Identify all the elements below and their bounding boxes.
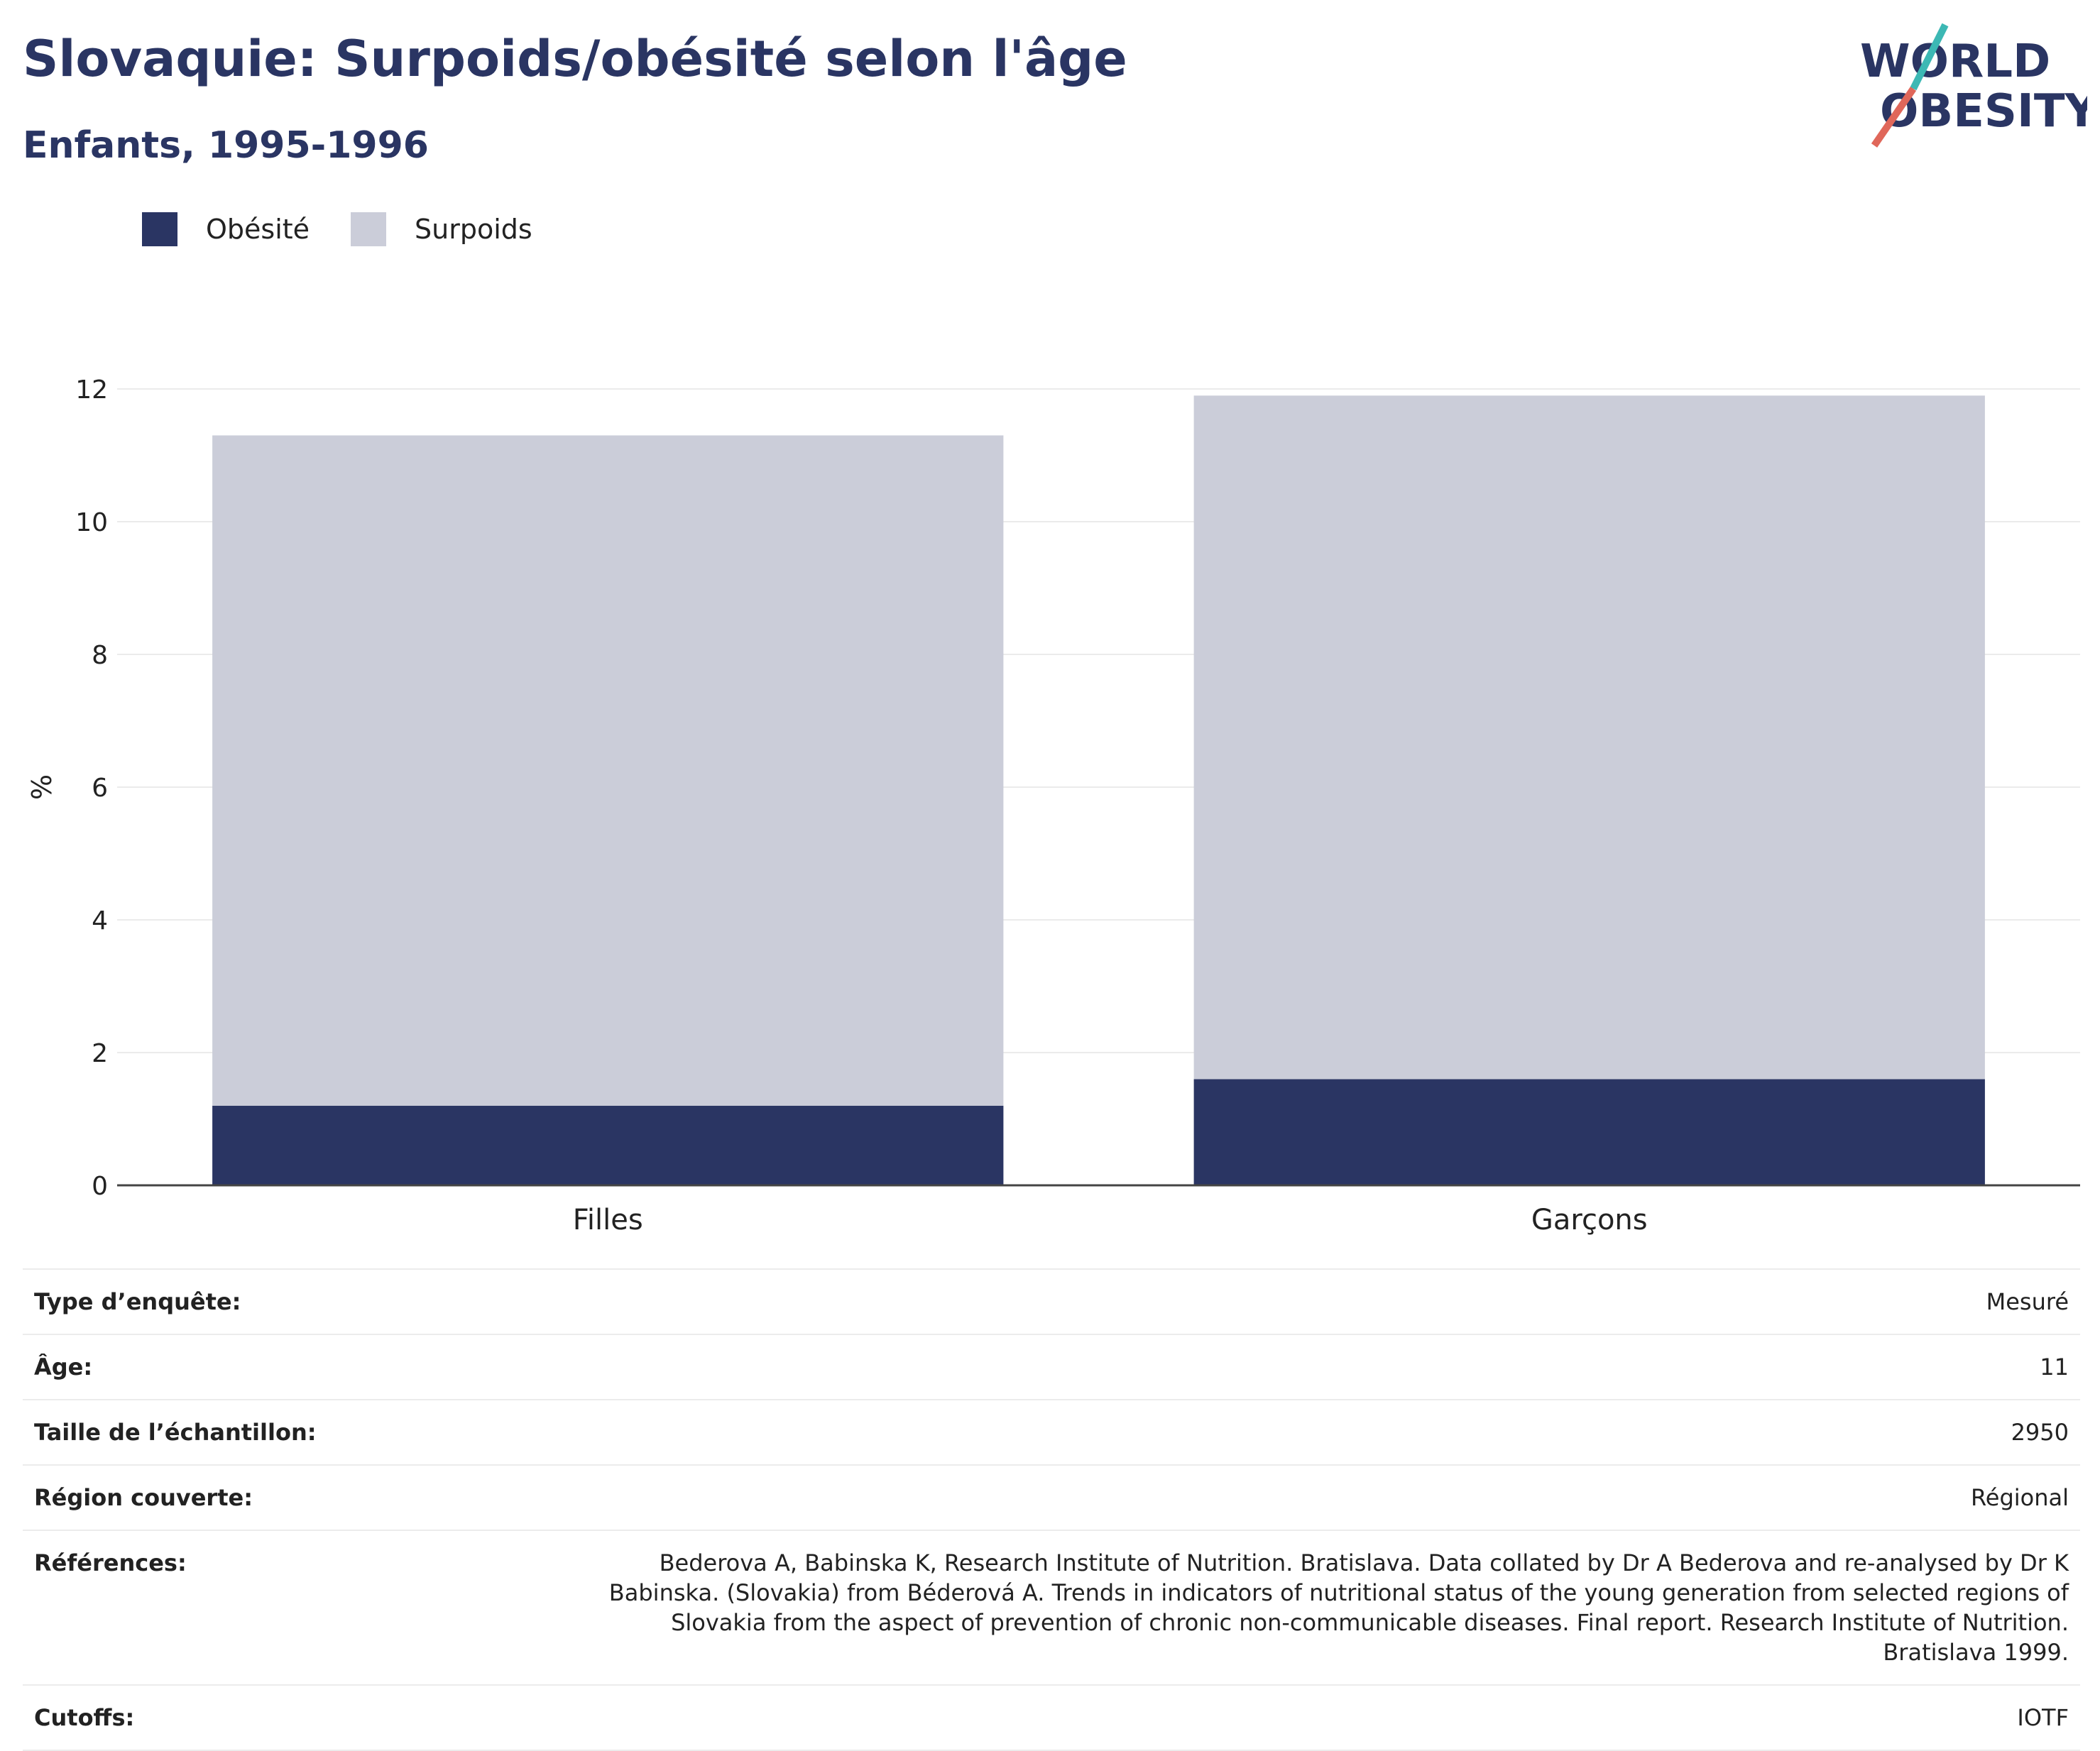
bar-surpoids-garcons — [1193, 395, 1985, 1080]
meta-value: IOTF — [557, 1684, 2080, 1751]
y-tick-label: 2 — [92, 1039, 108, 1068]
legend-swatch-obesite — [142, 212, 177, 246]
legend-label-surpoids: Surpoids — [415, 214, 532, 245]
meta-value: Bederova A, Babinska K, Research Institu… — [557, 1530, 2080, 1686]
meta-value: 2950 — [557, 1399, 2080, 1466]
logo-accent-teal — [1910, 23, 1949, 91]
meta-value: 11 — [557, 1334, 2080, 1400]
x-tick-label: Filles — [573, 1204, 643, 1236]
survey-metadata-table: Type d’enquête: Mesuré Âge: 11 Taille de… — [23, 1268, 2080, 1751]
chart-title: Slovaquie: Surpoids/obésité selon l'âge — [23, 30, 1127, 88]
bar-obesite-garcons — [1193, 1079, 1985, 1185]
legend-swatch-surpoids — [351, 212, 387, 246]
meta-label: Région couverte: — [23, 1464, 557, 1531]
x-tick-label: Garçons — [1531, 1204, 1648, 1236]
y-tick-label: 0 — [92, 1172, 108, 1201]
bar-surpoids-filles — [212, 435, 1004, 1106]
meta-value: Mesuré — [557, 1268, 2080, 1335]
logo-accent-coral — [1871, 87, 1917, 148]
bar-obesite-filles — [212, 1105, 1004, 1185]
meta-value: Régional — [557, 1464, 2080, 1531]
y-tick-label: 4 — [92, 906, 108, 935]
meta-row-sample-size: Taille de l’échantillon: 2950 — [23, 1399, 2080, 1466]
y-tick-label: 12 — [75, 375, 108, 405]
meta-row-references: Références: Bederova A, Babinska K, Rese… — [23, 1530, 2080, 1686]
y-axis-label: % — [26, 774, 58, 800]
meta-row-region: Région couverte: Régional — [23, 1464, 2080, 1531]
meta-label: Cutoffs: — [23, 1684, 557, 1751]
chart-legend: Obésité Surpoids — [142, 212, 574, 247]
meta-label: Âge: — [23, 1334, 557, 1400]
stacked-bar-chart: 0 2 4 6 8 10 12% Filles Garçons — [26, 375, 2080, 1236]
y-tick-label: 8 — [92, 641, 108, 670]
meta-row-age: Âge: 11 — [23, 1334, 2080, 1400]
chart-subtitle: Enfants, 1995-1996 — [23, 124, 429, 167]
meta-label: Références: — [23, 1530, 557, 1686]
legend-item-obesite[interactable]: Obésité — [142, 212, 310, 246]
logo-line2: OBESITY — [1880, 85, 2087, 138]
logo-line1: WORLD — [1860, 35, 2050, 88]
world-obesity-logo: WORLD OBESITY — [1860, 23, 2087, 148]
legend-label-obesite: Obésité — [206, 214, 310, 245]
y-tick-label: 6 — [92, 774, 108, 803]
meta-label: Type d’enquête: — [23, 1268, 557, 1335]
y-tick-label: 10 — [75, 508, 108, 537]
legend-item-surpoids[interactable]: Surpoids — [351, 212, 532, 246]
meta-label: Taille de l’échantillon: — [23, 1399, 557, 1466]
meta-row-cutoffs: Cutoffs: IOTF — [23, 1684, 2080, 1751]
meta-row-survey-type: Type d’enquête: Mesuré — [23, 1268, 2080, 1335]
